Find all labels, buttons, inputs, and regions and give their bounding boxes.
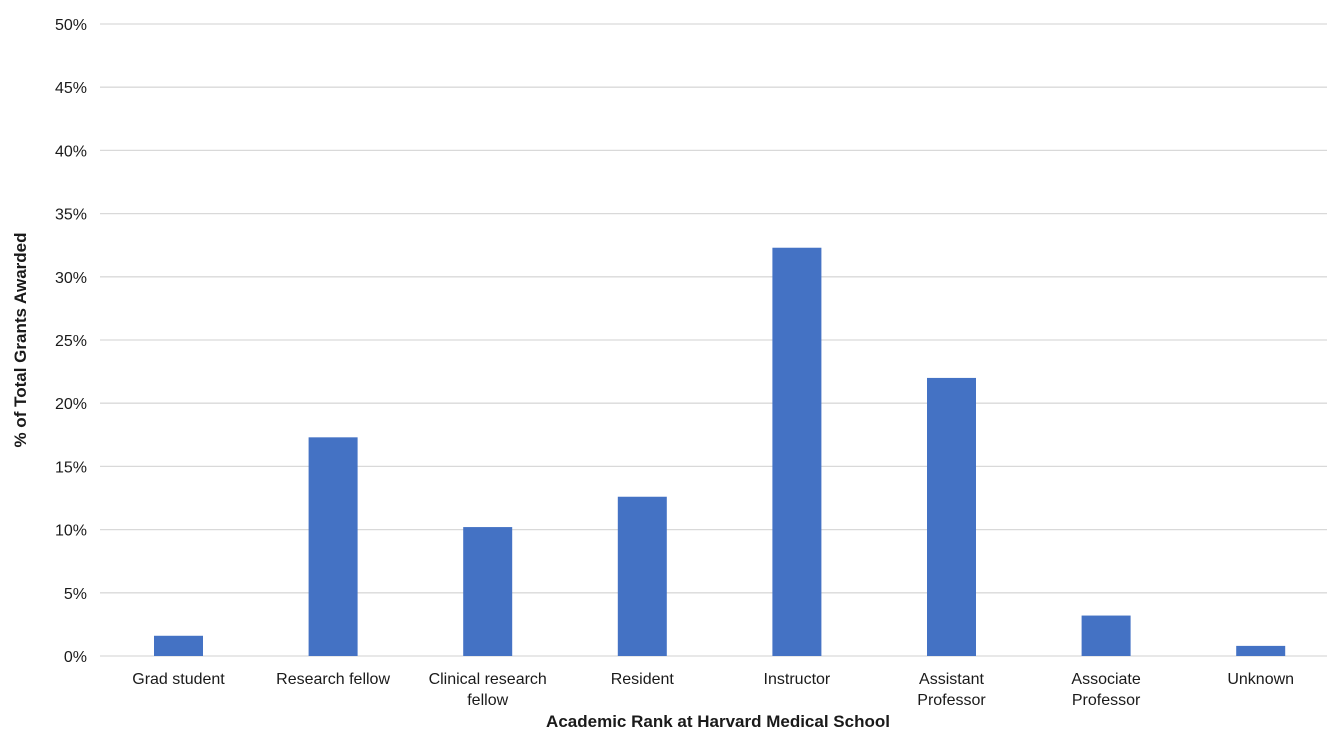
- y-tick-label: 50%: [55, 17, 87, 34]
- y-tick-label: 20%: [55, 396, 87, 413]
- y-tick-label: 25%: [55, 333, 87, 350]
- x-category-label: Unknown: [1227, 671, 1294, 688]
- gridlines: [100, 23, 1327, 657]
- y-tick-label: 0%: [64, 649, 87, 666]
- x-category-label: Associate Professor: [1071, 671, 1141, 709]
- bar: [772, 247, 822, 656]
- y-tick-label: 35%: [55, 207, 87, 224]
- bars: [154, 247, 1286, 656]
- y-axis-ticks: 0% 5% 10% 15% 20% 25% 30% 35% 40% 45% 50%: [55, 17, 87, 666]
- bar: [927, 377, 976, 656]
- bar: [1236, 645, 1286, 656]
- y-tick-label: 45%: [55, 80, 87, 97]
- y-axis-title: % of Total Grants Awarded: [11, 232, 30, 447]
- y-tick-label: 30%: [55, 270, 87, 287]
- x-category-label: Instructor: [764, 671, 831, 688]
- bar: [1081, 615, 1131, 656]
- y-tick-label: 10%: [55, 523, 87, 540]
- x-axis-categories: Grad student Research fellow Clinical rese…: [132, 671, 1294, 709]
- bar: [154, 635, 203, 656]
- x-category-label: Grad student: [132, 671, 225, 688]
- x-axis-title: Academic Rank at Harvard Medical School: [546, 712, 890, 731]
- bar: [617, 496, 667, 656]
- bar: [308, 437, 358, 656]
- x-category-label: Research fellow: [276, 671, 390, 688]
- y-tick-label: 5%: [64, 586, 87, 603]
- y-tick-label: 40%: [55, 143, 87, 160]
- y-tick-label: 15%: [55, 459, 87, 476]
- x-category-label: Clinical research fellow: [429, 671, 547, 709]
- bar: [463, 527, 513, 656]
- x-category-label: Resident: [611, 671, 675, 688]
- x-category-label: Assistant Professor: [917, 671, 986, 709]
